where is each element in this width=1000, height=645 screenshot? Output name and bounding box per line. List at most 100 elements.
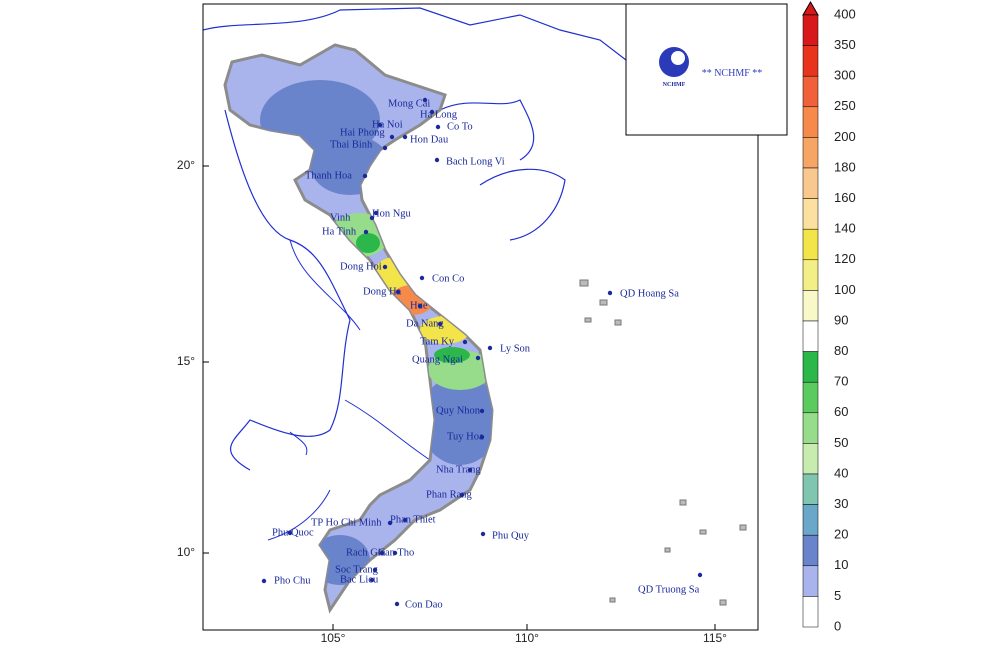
station-label: Quy Nhon — [436, 405, 481, 416]
colorbar-segment — [802, 106, 819, 138]
station-dot — [392, 550, 398, 556]
station-label: TP Ho Chi Minh — [311, 517, 382, 528]
colorbar-label: 70 — [834, 374, 848, 389]
station-dot — [261, 578, 267, 584]
border-lines — [289, 239, 431, 461]
colorbar-segment — [802, 137, 819, 169]
station-label: Thanh Hoa — [305, 170, 352, 181]
station-label: Ha Long — [420, 109, 458, 120]
station-label: Tam Ky — [420, 336, 455, 347]
station-dot — [387, 520, 393, 526]
colorbar-segment — [802, 75, 819, 108]
station-dot — [459, 492, 465, 498]
station-label: Con Co — [432, 273, 464, 284]
logo-box — [625, 3, 788, 136]
station-label: Phu Quy — [492, 530, 530, 541]
lon-label: 105° — [321, 631, 346, 645]
station-dot — [434, 157, 440, 163]
station-dot — [377, 122, 383, 128]
axes: 105° 110° 115° 20° 15° 10° — [177, 158, 727, 645]
colorbar-label: 20 — [834, 527, 848, 542]
station-label: Tuy Hoa — [447, 431, 484, 442]
station-label: Phan Rang — [426, 489, 473, 500]
colorbar-segment — [802, 198, 819, 230]
station-label: QD Hoang Sa — [620, 288, 679, 299]
station-label: Ha Tinh — [322, 226, 357, 237]
colorbar-segment — [802, 443, 819, 475]
logo-caption: ** NCHMF ** — [702, 68, 763, 79]
station-dot — [429, 109, 435, 115]
colorbar-label: 180 — [834, 159, 856, 174]
colorbar-segment — [802, 259, 819, 291]
station-label: QD Truong Sa — [638, 584, 700, 595]
station-dot — [402, 134, 408, 140]
colorbar-segment — [802, 45, 819, 77]
colorbar-arrow — [802, 0, 819, 16]
station-label: Pho Chu — [274, 575, 311, 586]
station-label: Rach Gia — [346, 547, 386, 558]
colorbar-segment — [802, 228, 819, 261]
lat-label: 20° — [177, 158, 195, 172]
colorbar-segment — [802, 534, 819, 567]
islands — [579, 279, 747, 606]
station-label: Phan Thiet — [390, 514, 436, 525]
colorbar-label: 60 — [834, 404, 848, 419]
station-label: Mong Cai — [388, 98, 430, 109]
station-label: Dong Hoi — [340, 261, 382, 272]
station-dot — [389, 134, 395, 140]
station-dot — [394, 601, 400, 607]
colorbar-segment — [802, 473, 819, 505]
colorbar: 4003503002502001801601401201009080706050… — [802, 0, 856, 633]
station-dot — [697, 572, 703, 578]
map-frame — [202, 3, 759, 631]
station-dot — [369, 577, 375, 583]
station-label: Thai Binh — [330, 139, 373, 150]
station-dot — [395, 289, 401, 295]
hainan — [479, 168, 566, 241]
station-dot — [369, 215, 375, 221]
station-dot — [417, 303, 423, 309]
colorbar-label: 80 — [834, 343, 848, 358]
station-label: Can Tho — [378, 547, 414, 558]
colorbar-label: 50 — [834, 435, 848, 450]
colorbar-segment — [802, 596, 819, 628]
station-label: Con Dao — [405, 599, 443, 610]
station-dot — [422, 97, 428, 103]
colorbar-label: 300 — [834, 68, 856, 83]
colorbar-label: 200 — [834, 129, 856, 144]
colorbar-label: 30 — [834, 496, 848, 511]
station-label: Ly Son — [500, 343, 531, 354]
colorbar-segment — [802, 14, 819, 46]
border-laos — [224, 109, 351, 471]
station-dot — [362, 173, 368, 179]
colorbar-segment — [802, 320, 819, 352]
colorbar-label: 40 — [834, 465, 848, 480]
station-dot — [419, 275, 425, 281]
colorbar-label: 0 — [834, 618, 841, 633]
station-dot — [480, 531, 486, 537]
station-label: Bac Lieu — [340, 574, 379, 585]
station-label: Quang Ngai — [412, 354, 463, 365]
lat-label: 15° — [177, 354, 195, 368]
logo-icon-detail — [671, 51, 685, 65]
station-dot — [487, 345, 493, 351]
colorbar-label: 250 — [834, 98, 856, 113]
station-dot — [287, 530, 293, 536]
station-label: Da Nang — [406, 318, 444, 329]
rivers — [267, 431, 331, 541]
station-label: Vinh — [330, 212, 351, 223]
colorbar-label: 350 — [834, 37, 856, 52]
station-dot — [372, 567, 378, 573]
colorbar-label: 90 — [834, 312, 848, 327]
station-label: Hon Ngu — [372, 208, 412, 219]
station-label: Bach Long Vi — [446, 156, 505, 167]
station-dot — [379, 550, 385, 556]
colorbar-label: 160 — [834, 190, 856, 205]
colorbar-label: 10 — [834, 557, 848, 572]
station-dot — [437, 321, 443, 327]
lat-label: 10° — [177, 545, 195, 559]
colorbar-segment — [802, 565, 819, 597]
china-coast — [203, 7, 627, 161]
